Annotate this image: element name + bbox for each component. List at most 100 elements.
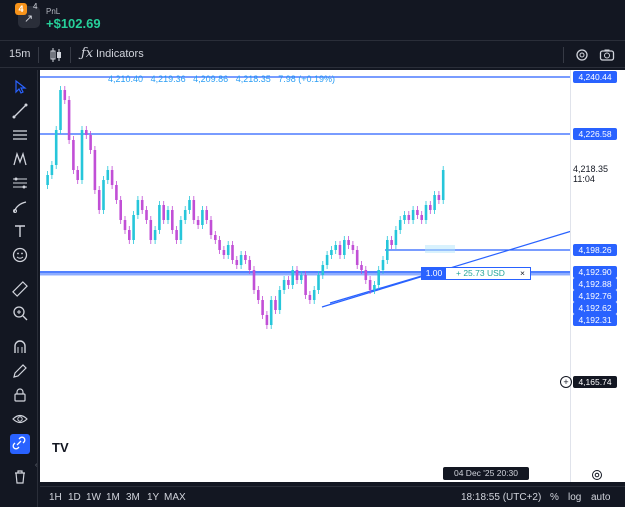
candle-type-icon[interactable] <box>49 47 63 63</box>
price-tag-4226[interactable]: 4,226.58 <box>573 128 617 140</box>
percent-toggle[interactable]: % <box>550 492 559 503</box>
candle-body <box>351 245 355 250</box>
chart-pane[interactable]: 4,210.40 4,219.36 4,209.86 4,218.35 7.98… <box>40 70 625 482</box>
text-icon[interactable] <box>11 222 29 240</box>
candle-body <box>343 240 346 255</box>
price-tag-4192-76[interactable]: 4,192.76 <box>573 290 617 302</box>
candle-body <box>46 175 49 185</box>
divider <box>70 47 71 63</box>
price-tag-4198[interactable]: 4,198.26 <box>573 244 617 256</box>
price-tag-4240[interactable]: 4,240.44 <box>573 71 617 83</box>
candle-body <box>377 270 380 285</box>
app-icon[interactable]: 4 4 ↗ <box>15 2 40 28</box>
add-alert-icon[interactable]: + <box>560 376 572 388</box>
candle-body <box>291 270 294 285</box>
candle-body <box>239 255 243 265</box>
crosshair-price: 4,165.74 <box>573 376 617 388</box>
indicators-icon[interactable]: ƒx <box>81 46 94 61</box>
candle-body <box>106 170 110 180</box>
position-label[interactable]: 1.00 + 25.73 USD × <box>421 267 531 280</box>
price-tag-4192-31[interactable]: 4,192.31 <box>573 314 617 326</box>
candle-body <box>140 200 144 210</box>
ohlc-high: 4,219.36 <box>150 74 186 84</box>
ruler-icon[interactable] <box>11 280 29 298</box>
candle-body <box>325 255 329 265</box>
trend-line-icon[interactable] <box>11 102 29 120</box>
candle-body <box>433 195 436 210</box>
horizontal-lines-icon[interactable] <box>11 126 29 144</box>
candle-body <box>72 140 75 170</box>
candle-body <box>287 280 290 285</box>
candle-body <box>76 170 79 180</box>
magnet-icon[interactable] <box>11 338 29 356</box>
lock-pencil-icon[interactable] <box>11 362 29 380</box>
indicators-button[interactable]: Indicators <box>96 48 144 60</box>
candle-body <box>424 205 428 220</box>
candle-body <box>312 290 316 300</box>
trend-line-lower[interactable] <box>329 271 436 304</box>
eye-icon[interactable] <box>11 410 29 428</box>
position-zone <box>40 271 570 276</box>
candle-body <box>334 245 337 250</box>
candle-body <box>136 200 140 215</box>
candle-body <box>308 295 312 300</box>
range-1h[interactable]: 1H <box>49 492 62 503</box>
candle-body <box>218 240 221 250</box>
utc-clock[interactable]: 18:18:55 (UTC+2) <box>461 492 542 503</box>
pattern-icon[interactable] <box>11 150 29 168</box>
candle-body <box>411 210 415 220</box>
range-1y[interactable]: 1Y <box>147 492 160 503</box>
brush-icon[interactable] <box>11 198 29 216</box>
candle-body <box>188 200 191 210</box>
range-3m[interactable]: 3M <box>126 492 140 503</box>
log-toggle[interactable]: log <box>568 492 582 503</box>
range-max[interactable]: MAX <box>164 492 186 503</box>
candle-body <box>158 205 161 230</box>
price-tag-4192-90[interactable]: 4,192.90 <box>573 266 617 278</box>
candle-body <box>231 245 234 260</box>
price-plot[interactable] <box>40 70 625 482</box>
divider <box>563 47 564 63</box>
drawing-sidebar <box>0 70 38 507</box>
candle-body <box>196 220 200 225</box>
price-tag-4192-88[interactable]: 4,192.88 <box>573 278 617 290</box>
camera-icon[interactable] <box>599 47 615 63</box>
candle-body <box>386 240 389 260</box>
auto-toggle[interactable]: auto <box>591 492 611 503</box>
crosshair-date: 04 Dec '25 20:30 <box>443 467 529 480</box>
ohlc-low: 4,209.86 <box>193 74 229 84</box>
zoom-in-icon[interactable] <box>11 304 29 322</box>
pane-handle-icon[interactable]: ‹ <box>35 462 38 469</box>
chart-settings-icon[interactable] <box>591 468 603 480</box>
candle-body <box>390 240 393 245</box>
fib-icon[interactable] <box>11 174 29 192</box>
candle-body <box>248 260 251 270</box>
candle-body <box>226 245 230 255</box>
timeframe-button[interactable]: 15m <box>9 48 31 60</box>
price-tag-4192-62[interactable]: 4,192.62 <box>573 302 617 314</box>
emoji-icon[interactable] <box>11 246 29 264</box>
candle-body <box>420 215 423 220</box>
candle-body <box>123 220 127 230</box>
close-position-icon[interactable]: × <box>520 268 525 278</box>
cursor-icon[interactable] <box>11 78 29 96</box>
candle-body <box>235 260 239 265</box>
last-price: 4,218.35 <box>573 164 609 174</box>
candle-body <box>373 285 376 290</box>
range-1w[interactable]: 1W <box>86 492 101 503</box>
trash-icon[interactable] <box>11 468 29 486</box>
settings-icon[interactable] <box>574 47 590 63</box>
range-1m[interactable]: 1M <box>106 492 120 503</box>
lock-icon[interactable] <box>11 386 29 404</box>
range-1d[interactable]: 1D <box>68 492 81 503</box>
candle-body <box>153 230 157 240</box>
candle-body <box>214 235 217 240</box>
candle-body <box>360 265 363 270</box>
candle-body <box>119 200 122 220</box>
link-icon[interactable] <box>10 434 30 454</box>
position-pl: + 25.73 USD <box>456 268 505 278</box>
candle-body <box>209 220 213 235</box>
candle-body <box>416 210 419 215</box>
candle-body <box>175 230 178 240</box>
arrow-icon: ↗ <box>24 13 34 25</box>
